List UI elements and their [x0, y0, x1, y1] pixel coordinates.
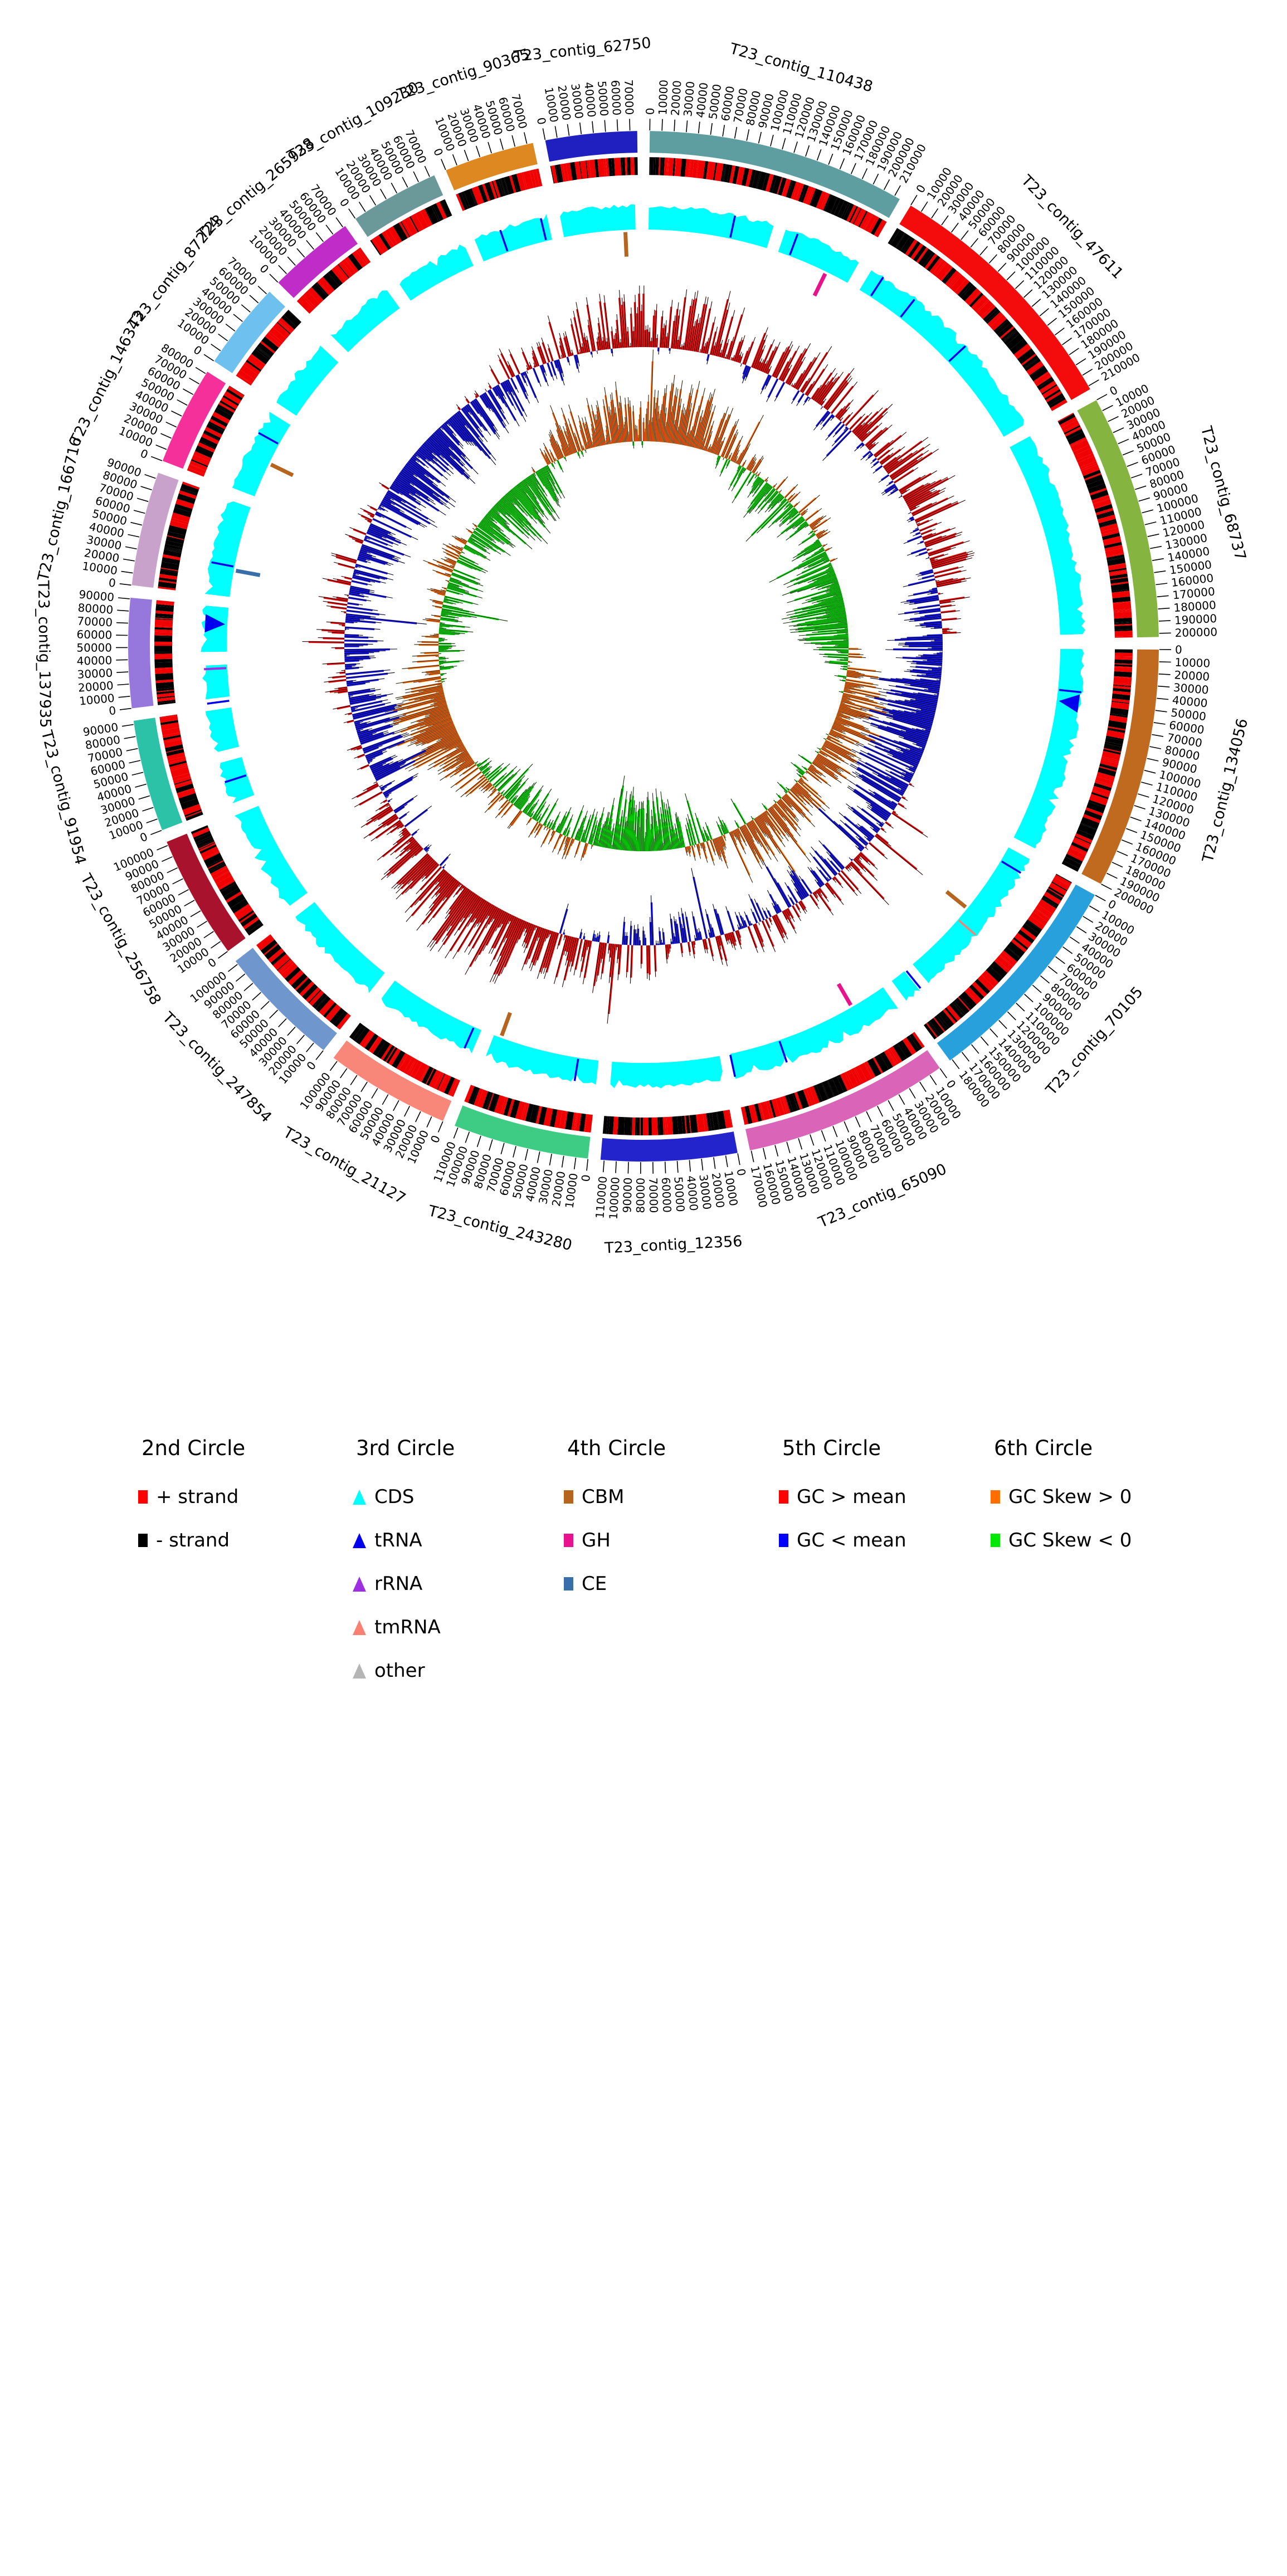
legend-item-label: CDS [374, 1486, 415, 1508]
contig-name-label: T23_contig_134056 [1199, 717, 1251, 865]
legend-item-label: GH [582, 1529, 611, 1552]
contig-name-label: T23_contig_110438 [728, 40, 875, 96]
tick-label: 0 [108, 575, 116, 589]
tick-label: 30000 [77, 666, 113, 681]
contig-arc [545, 131, 638, 162]
legend-column: 2nd Circle + strand - strand [138, 1436, 245, 1562]
contig-arc [128, 598, 154, 709]
contig-name-label: T23_contig_137935 [35, 580, 54, 728]
legend-item-label: tmRNA [374, 1616, 441, 1638]
legend-swatch-square [138, 1534, 148, 1547]
legend-column: 6th Circle GC Skew > 0 GC Skew < 0 [991, 1436, 1132, 1562]
legend-column: 4th Circle CBM GH CE [564, 1436, 666, 1606]
cazyme-cbm-mark [502, 1013, 510, 1036]
tick-label: 200000 [1174, 625, 1217, 640]
cazyme-cbm-mark [947, 892, 966, 908]
legend-item: GH [564, 1519, 666, 1562]
tick-label: 90000 [620, 1177, 635, 1213]
legend-swatch-triangle [353, 1490, 366, 1505]
tick-label: 80000 [633, 1178, 647, 1213]
legend-item: + strand [138, 1475, 245, 1519]
tick-label: 50000 [595, 80, 611, 116]
tick-label: 0 [644, 108, 657, 115]
contig-name-label: T23_contig_243280 [426, 1202, 573, 1254]
legend-column: 5th Circle GC > mean GC < mean [779, 1436, 906, 1562]
legend-item: GC > mean [779, 1475, 906, 1519]
legend-item: rRNA [353, 1562, 455, 1606]
tick-label: 60000 [608, 80, 623, 116]
tick-label: 20000 [77, 679, 114, 695]
cazyme-gh-mark [815, 274, 825, 296]
legend-item-label: GC Skew > 0 [1008, 1486, 1132, 1508]
legend-item: tRNA [353, 1519, 455, 1562]
legend-item: tmRNA [353, 1606, 455, 1649]
contig-name-label: T23_contig_62750 [513, 35, 652, 66]
tick-label: 70000 [622, 79, 636, 115]
legend-item: GC Skew < 0 [991, 1519, 1132, 1562]
tick-label: 70000 [77, 614, 113, 630]
legend-column-title: 2nd Circle [142, 1436, 245, 1460]
legend-item-label: - strand [156, 1529, 230, 1552]
contig-band [128, 131, 1159, 1162]
tick-label: 0 [1175, 643, 1182, 656]
contig-name-label: T23_contig_12356 [603, 1233, 743, 1257]
cazyme-ring [236, 232, 966, 1036]
tick-label: 0 [579, 1174, 593, 1182]
legend-item-label: CBM [582, 1486, 624, 1508]
tick-label: 40000 [76, 653, 112, 668]
legend-item: - strand [138, 1519, 245, 1562]
gc-content-ring [303, 286, 975, 1024]
legend-item: GC < mean [779, 1519, 906, 1562]
tick-label: 0 [108, 704, 117, 718]
coordinate-ticks: 0100002000030000400005000060000700008000… [76, 79, 1217, 1219]
legend-item-label: GC > mean [797, 1486, 906, 1508]
cazyme-cbm-mark [626, 232, 627, 257]
legend-item: CDS [353, 1475, 455, 1519]
legend-column-title: 3rd Circle [356, 1436, 455, 1460]
legend-item: other [353, 1649, 455, 1692]
legend-item-label: other [374, 1660, 425, 1682]
legend-swatch-triangle [353, 1533, 366, 1548]
tick-label: 60000 [76, 628, 112, 642]
tick-label: 10000 [1174, 656, 1210, 670]
legend-item-label: + strand [156, 1486, 238, 1508]
contig-name-label: T23_contig_91954 [37, 728, 89, 866]
legend-swatch-square [138, 1490, 148, 1504]
legend-column-title: 5th Circle [782, 1436, 906, 1460]
legend-item: GC Skew > 0 [991, 1475, 1132, 1519]
legend-swatch-square [564, 1577, 573, 1591]
legend-item-label: CE [582, 1573, 607, 1595]
legend-item: CBM [564, 1475, 666, 1519]
legend-item-label: rRNA [374, 1573, 422, 1595]
legend-swatch-square [991, 1490, 1000, 1504]
legend-column-title: 6th Circle [994, 1436, 1132, 1460]
legend-swatch-square [779, 1490, 788, 1504]
tick-label: 0 [534, 116, 549, 126]
legend-swatch-triangle [353, 1620, 366, 1635]
tick-label: 190000 [1174, 612, 1217, 627]
legend-swatch-triangle [353, 1663, 366, 1679]
contig-name-label: T23_contig_166716 [35, 435, 85, 583]
legend-column-title: 4th Circle [567, 1436, 666, 1460]
legend-swatch-square [564, 1490, 573, 1504]
tick-label: 50000 [76, 641, 112, 655]
legend-swatch-square [779, 1534, 788, 1547]
cazyme-cbm-mark [271, 465, 293, 475]
legend-swatch-square [991, 1534, 1000, 1547]
cazyme-ce-mark [236, 570, 260, 575]
legend-item-label: GC Skew < 0 [1008, 1529, 1132, 1552]
legend-item-label: tRNA [374, 1529, 422, 1552]
legend-swatch-triangle [353, 1577, 366, 1592]
tick-label: 60000 [659, 1177, 674, 1213]
cazyme-gh-mark [838, 984, 851, 1005]
legend-item: CE [564, 1562, 666, 1606]
legend-item-label: GC < mean [797, 1529, 906, 1552]
legend-column: 3rd Circle CDS tRNA rRNA tmRNA other [353, 1436, 455, 1692]
tick-label: 70000 [646, 1178, 660, 1213]
contig-arc [601, 1131, 738, 1162]
legend-swatch-square [564, 1534, 573, 1547]
